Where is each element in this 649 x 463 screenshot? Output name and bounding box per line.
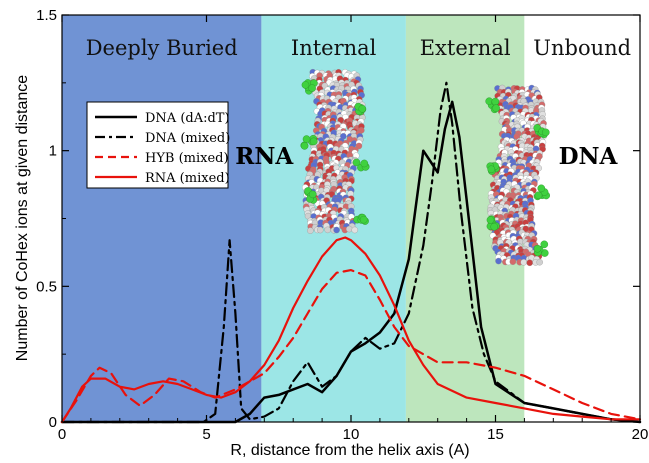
region-label-internal: Internal <box>291 36 377 60</box>
y-tick-label: 1.5 <box>36 7 57 24</box>
annotation-dna: DNA <box>559 143 619 170</box>
region-label-external: External <box>420 36 511 60</box>
legend-label-dna-da-dt: DNA (dA:dT) <box>145 111 230 126</box>
region-label-unbound: Unbound <box>533 36 631 60</box>
series-layer <box>60 81 642 424</box>
y-axis-label: Number of CoHex ions at given distance <box>14 75 31 361</box>
y-tick-label: 1 <box>49 143 57 160</box>
y-axis: 0 0.5 1 1.5 <box>36 7 640 431</box>
x-axis: 0 5 10 15 20 <box>58 15 649 443</box>
annotation-rna: RNA <box>235 143 294 170</box>
x-tick-label: 0 <box>58 426 66 443</box>
legend: DNA (dA:dT) DNA (mixed) HYB (mixed) RNA (mi… <box>86 101 230 189</box>
x-tick-label: 5 <box>202 426 210 443</box>
dna-helix-image <box>485 84 550 267</box>
x-tick-label: 10 <box>343 426 360 443</box>
x-tick-label: 15 <box>487 426 504 443</box>
legend-label-dna-mixed: DNA (mixed) <box>145 131 230 146</box>
region-label-layer: Deeply Buried Internal External Unbound <box>86 36 631 60</box>
region-deeply-buried <box>62 15 262 422</box>
region-label-deeply-buried: Deeply Buried <box>86 36 238 60</box>
series-line-hyb-mixed <box>60 269 642 424</box>
series-line-rna-mixed <box>60 236 642 424</box>
annotation-layer: RNA DNA <box>235 143 618 170</box>
region-unbound <box>524 15 640 422</box>
series-line-dna-da-dt <box>60 100 642 424</box>
y-tick-label: 0.5 <box>36 278 57 295</box>
legend-label-rna-mixed: RNA (mixed) <box>145 171 230 186</box>
y-tick-label: 0 <box>49 414 57 431</box>
rna-helix-image <box>300 68 370 234</box>
legend-label-hyb-mixed: HYB (mixed) <box>145 151 229 166</box>
x-axis-label: R, distance from the helix axis (A) <box>230 442 469 459</box>
series-line-dna-mixed <box>60 81 642 424</box>
x-tick-label: 20 <box>632 426 649 443</box>
